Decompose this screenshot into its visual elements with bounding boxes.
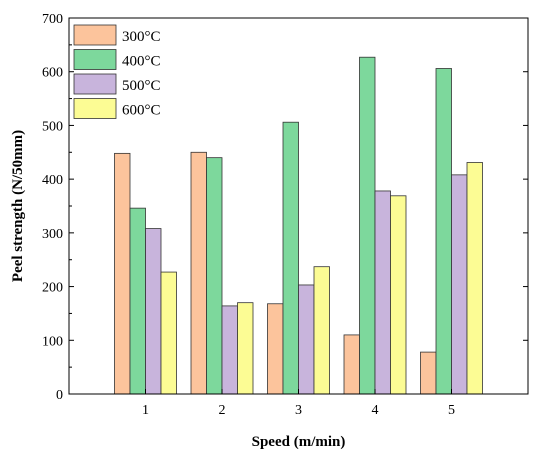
bar-600c-speed-4 <box>390 195 407 395</box>
bar-500c-speed-2 <box>221 305 238 395</box>
legend-swatch <box>73 49 117 70</box>
y-tick-label: 100 <box>42 334 63 349</box>
bar-600c-speed-3 <box>313 266 330 395</box>
bars-layer <box>114 56 483 395</box>
x-tick-label: 5 <box>448 403 455 418</box>
x-tick-label: 2 <box>219 403 226 418</box>
y-tick-label: 300 <box>42 227 63 242</box>
bar-400c-speed-5 <box>435 68 452 395</box>
bar-300c-speed-2 <box>190 151 207 395</box>
bar-500c-speed-4 <box>374 190 391 395</box>
bar-600c-speed-1 <box>160 271 177 395</box>
legend-label: 500°C <box>122 78 161 94</box>
y-axis-title: Peel strength (N/50mm) <box>10 130 26 282</box>
bar-300c-speed-4 <box>343 334 360 395</box>
legend-label: 600°C <box>122 103 161 119</box>
y-axis: 0 100 200 300 400 500 600 700 <box>42 12 528 403</box>
y-tick-label: 700 <box>42 12 63 27</box>
bar-500c-speed-1 <box>145 228 162 395</box>
bar-600c-speed-5 <box>466 162 483 395</box>
bar-400c-speed-2 <box>206 157 223 395</box>
legend-swatch <box>73 73 117 95</box>
legend: 300°C 400°C 500°C 600°C <box>73 24 161 119</box>
legend-swatch <box>73 98 117 119</box>
legend-label: 400°C <box>122 54 161 70</box>
bar-300c-speed-1 <box>114 152 131 395</box>
y-tick-label: 200 <box>42 281 63 296</box>
x-tick-label: 3 <box>295 403 302 418</box>
bar-400c-speed-4 <box>359 56 376 395</box>
bar-500c-speed-5 <box>451 174 468 395</box>
y-tick-label: 400 <box>42 173 63 188</box>
legend-swatch <box>73 24 117 46</box>
bar-600c-speed-2 <box>237 302 254 395</box>
y-tick-label: 600 <box>42 66 63 81</box>
bar-400c-speed-1 <box>129 207 146 395</box>
y-tick-label: 0 <box>56 388 63 403</box>
x-axis: 1 2 3 4 5 <box>142 389 455 418</box>
bar-300c-speed-5 <box>420 351 437 395</box>
bar-500c-speed-3 <box>298 284 315 395</box>
bar-300c-speed-3 <box>267 303 284 395</box>
legend-label: 300°C <box>122 29 161 45</box>
x-tick-label: 1 <box>142 403 149 418</box>
x-axis-title: Speed (m/min) <box>252 434 346 450</box>
y-tick-label: 500 <box>42 119 63 134</box>
x-tick-label: 4 <box>372 403 379 418</box>
bar-400c-speed-3 <box>282 121 299 395</box>
